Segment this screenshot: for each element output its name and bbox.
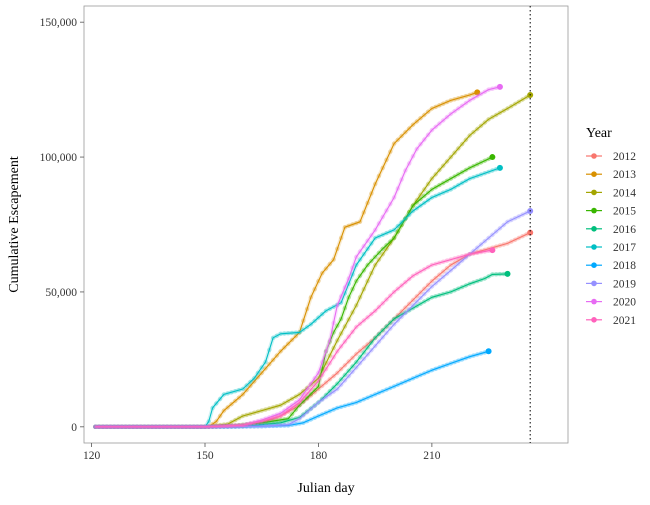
legend-label: 2012 [613,151,636,163]
y-tick-label: 150,000 [40,17,78,29]
series-2015 [93,154,496,429]
legend-key-point [591,280,597,287]
series-2012 [93,229,534,429]
legend-key-point [591,189,597,196]
x-axis-title: Julian day [297,481,354,496]
legend-item-2019: 2019 [586,278,636,290]
legend-item-2021: 2021 [586,315,636,327]
legend-key-point [591,317,597,323]
series-2020 [93,83,503,429]
y-tick-label: 50,000 [45,287,77,299]
series-line-2021 [95,249,493,428]
legend-label: 2016 [613,224,636,236]
series-line-2016 [95,273,508,428]
series-endpoint-2021 [489,247,496,254]
series-2017 [93,164,503,429]
plot-panel-border [83,5,569,444]
y-tick-label: 100,000 [40,152,78,164]
series-2021 [93,247,496,429]
series-line-2020 [95,86,501,428]
x-tick-label: 120 [83,450,101,462]
series-line-2017 [95,167,501,428]
series-endpoint-2018 [485,348,492,355]
series-2019 [93,208,534,429]
x-tick-label: 180 [310,450,328,462]
legend-item-2012: 2012 [586,151,636,163]
legend-key-point [591,153,597,159]
legend-item-2018: 2018 [586,260,636,272]
series-2018 [93,348,492,429]
series-endpoint-2013 [474,89,481,96]
legend-key-point [591,207,597,214]
x-tick-label: 210 [423,450,441,462]
series-endpoint-2012 [527,229,534,236]
legend-item-2015: 2015 [586,206,636,218]
legend-key-point [591,298,597,305]
series-endpoint-2015 [489,154,496,161]
legend-key-point [591,226,597,232]
series-line-2012 [95,232,531,428]
y-axis-title: Cumulative Escapement [7,156,22,293]
series-endpoint-2017 [496,164,503,171]
series-band-2012 [95,230,532,429]
legend-item-2020: 2020 [586,297,636,309]
legend-label: 2021 [613,315,636,327]
legend-title: Year [586,126,612,141]
legend-label: 2017 [613,242,636,254]
legend-key-point [591,171,597,177]
x-tick-label: 150 [196,450,214,462]
legend-label: 2020 [613,297,636,309]
series-band-2014 [95,93,532,429]
series-line-2014 [95,94,531,428]
legend-label: 2018 [613,260,636,272]
legend-label: 2015 [613,206,636,218]
legend-label: 2014 [613,187,636,199]
series-2014 [93,92,534,429]
legend-item-2016: 2016 [586,224,636,236]
series-line-2013 [95,91,478,428]
series-band-2020 [95,84,501,429]
legend-item-2014: 2014 [586,187,636,199]
series-endpoint-2016 [504,270,511,277]
series-line-2019 [95,210,531,428]
y-tick-label: 0 [71,422,77,434]
legend-key-point [591,244,597,250]
legend-item-2013: 2013 [586,169,636,181]
legend-key-point [591,262,597,269]
series-endpoint-2020 [496,83,503,90]
series-line-2015 [95,156,493,428]
legend-label: 2013 [613,169,636,181]
legend-item-2017: 2017 [586,242,636,254]
legend-label: 2019 [613,278,636,290]
